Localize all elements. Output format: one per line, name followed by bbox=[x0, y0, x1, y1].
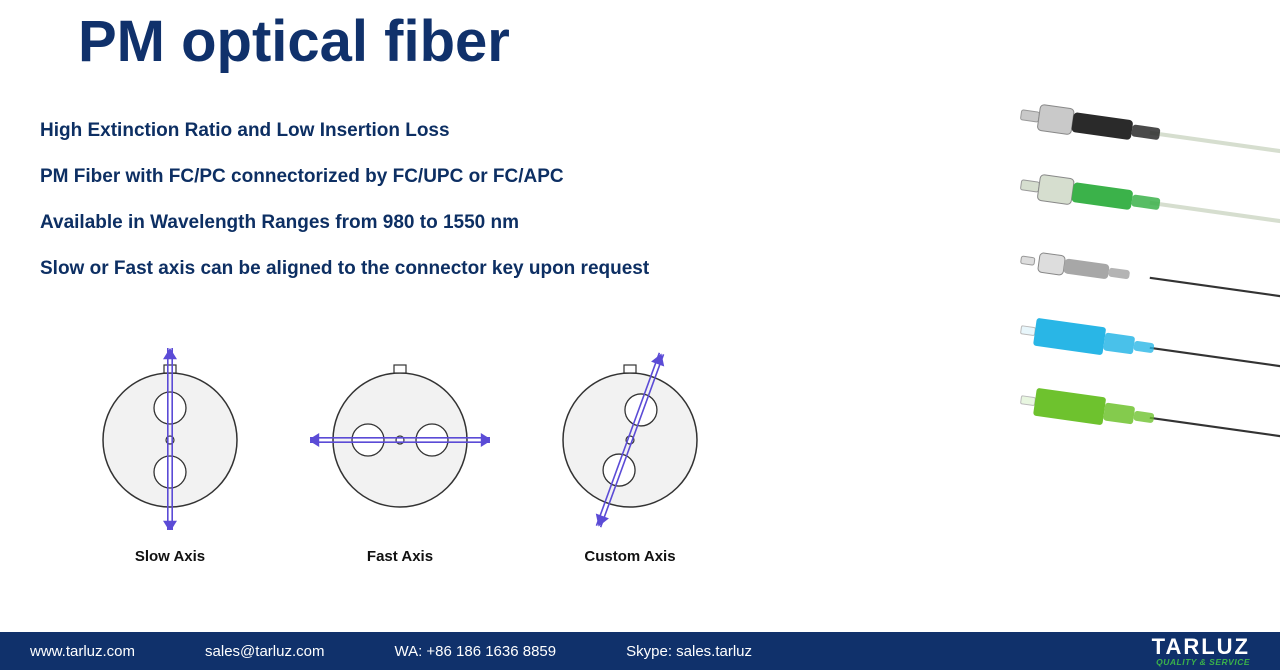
axis-diagrams: Slow Axis Fast Axis Custom Axis bbox=[80, 340, 720, 565]
footer-wa: WA: +86 186 1636 8859 bbox=[394, 643, 556, 660]
fiber-cross-section-icon bbox=[310, 340, 490, 530]
diagram-label: Fast Axis bbox=[367, 548, 433, 565]
connectors-icon bbox=[980, 100, 1280, 460]
fiber-cross-section-icon bbox=[80, 340, 260, 530]
page-title: PM optical fiber bbox=[78, 8, 510, 75]
footer-website: www.tarluz.com bbox=[30, 643, 135, 660]
footer-skype: Skype: sales.tarluz bbox=[626, 643, 752, 660]
feature-item: Available in Wavelength Ranges from 980 … bbox=[40, 212, 800, 234]
feature-item: PM Fiber with FC/PC connectorized by FC/… bbox=[40, 166, 800, 188]
axis-diagram-fast: Fast Axis bbox=[310, 340, 490, 565]
feature-item: High Extinction Ratio and Low Insertion … bbox=[40, 120, 800, 142]
footer-email: sales@tarluz.com bbox=[205, 643, 324, 660]
diagram-label: Custom Axis bbox=[584, 548, 675, 565]
footer-logo: TARLUZ QUALITY & SERVICE bbox=[1152, 636, 1250, 667]
fiber-cross-section-icon bbox=[540, 340, 720, 530]
footer-bar: www.tarluz.com sales@tarluz.com WA: +86 … bbox=[0, 632, 1280, 670]
logo-text: TARLUZ bbox=[1152, 636, 1250, 658]
feature-item: Slow or Fast axis can be aligned to the … bbox=[40, 258, 800, 280]
feature-list: High Extinction Ratio and Low Insertion … bbox=[40, 120, 800, 304]
axis-diagram-custom: Custom Axis bbox=[540, 340, 720, 565]
diagram-label: Slow Axis bbox=[135, 548, 205, 565]
connector-illustrations bbox=[980, 100, 1280, 460]
logo-tagline: QUALITY & SERVICE bbox=[1152, 658, 1250, 667]
axis-diagram-slow: Slow Axis bbox=[80, 340, 260, 565]
